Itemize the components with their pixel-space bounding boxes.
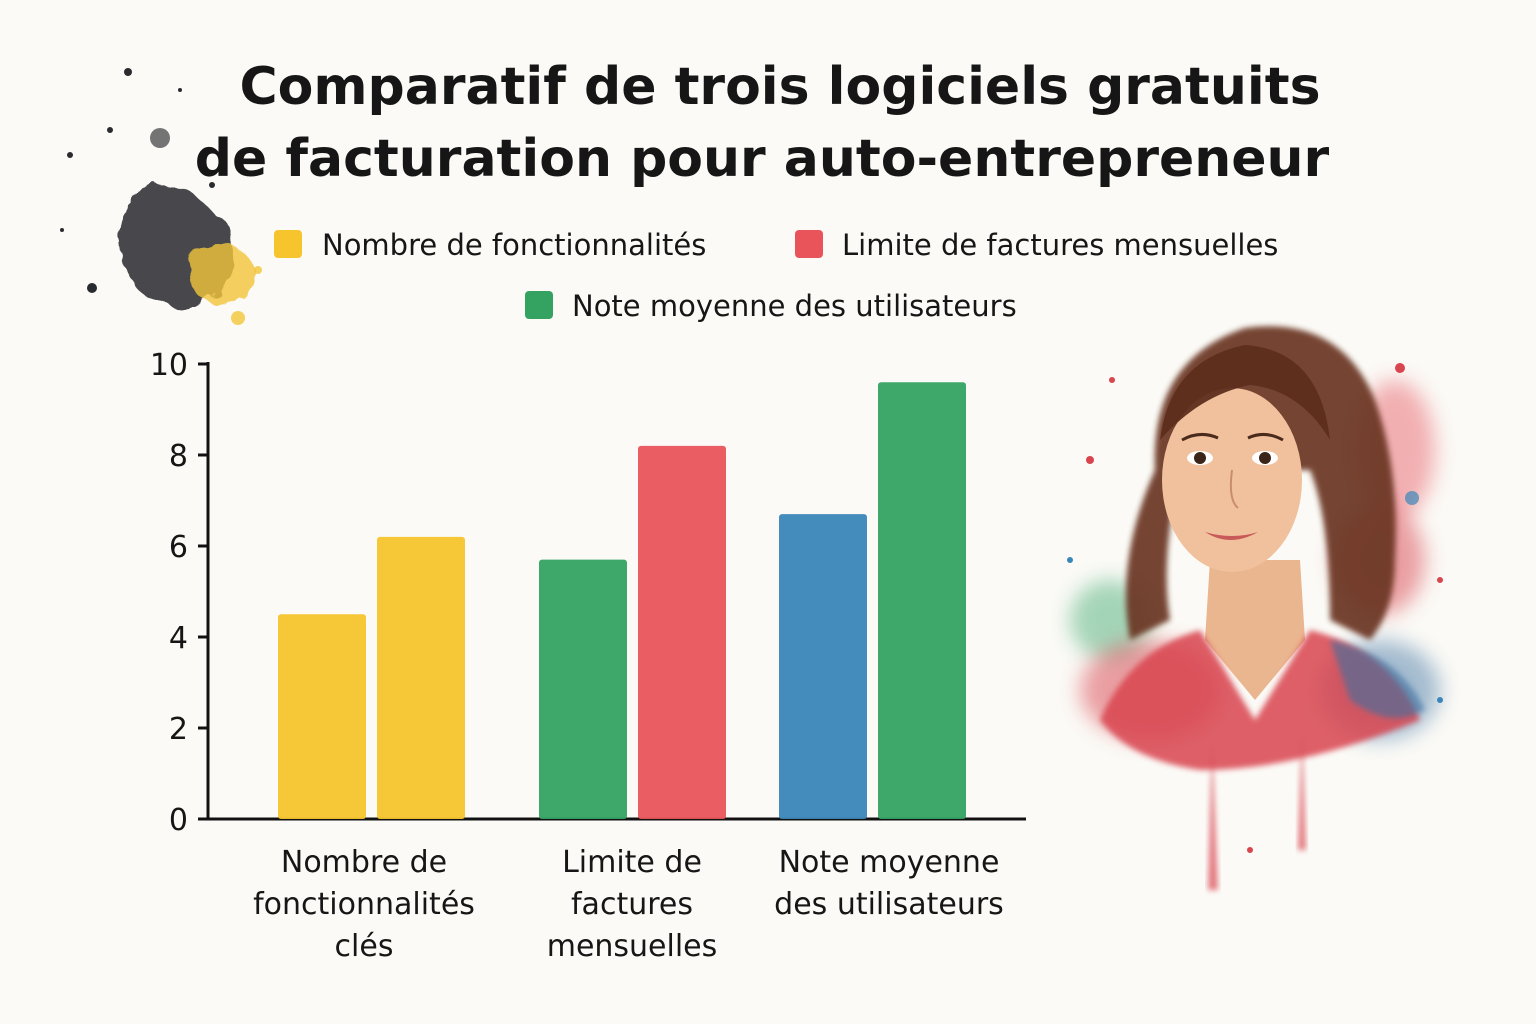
category-label-1-line-2: fonctionnalités bbox=[253, 887, 475, 922]
y-tick-label: 2 bbox=[169, 712, 188, 747]
bar-group-2-bar-2 bbox=[638, 445, 726, 819]
legend-label-features: Nombre de fonctionnalités bbox=[322, 228, 706, 262]
category-label-1-line-1: Nombre de bbox=[281, 845, 447, 880]
legend: Nombre de fonctionnalités Limite de fact… bbox=[274, 228, 1278, 323]
bar-group-1-bar-2 bbox=[377, 536, 465, 819]
y-tick-label: 8 bbox=[169, 439, 188, 474]
bar-group-1-bar-1 bbox=[278, 614, 366, 819]
ink-splatter-decoration bbox=[60, 68, 262, 325]
category-label-2-line-1: Limite de bbox=[562, 845, 702, 880]
category-labels: Nombre de fonctionnalités clés Limite de fac… bbox=[253, 845, 1004, 964]
bar-group-3-bar-1 bbox=[779, 514, 867, 819]
y-tick-label: 6 bbox=[169, 530, 188, 565]
category-label-2-line-2: factures bbox=[571, 887, 693, 922]
portrait-neck bbox=[1205, 560, 1305, 700]
y-tick-label: 10 bbox=[150, 348, 188, 383]
category-label-1-line-3: clés bbox=[335, 929, 394, 964]
category-label-2-line-3: mensuelles bbox=[547, 929, 718, 964]
y-tick-label: 4 bbox=[169, 621, 188, 656]
y-tick-label: 0 bbox=[169, 803, 188, 838]
legend-swatch-green bbox=[525, 291, 553, 319]
bar-group-3-bar-2 bbox=[878, 382, 966, 819]
chart-title-line-2: de facturation pour auto-entrepreneur bbox=[195, 129, 1330, 189]
legend-swatch-red bbox=[795, 230, 823, 258]
legend-label-rating: Note moyenne des utilisateurs bbox=[572, 289, 1017, 323]
bars bbox=[278, 382, 966, 819]
chart-title-line-1: Comparatif de trois logiciels gratuits bbox=[239, 57, 1320, 117]
bar-group-2-bar-1 bbox=[539, 559, 627, 819]
legend-label-invoice-limit: Limite de factures mensuelles bbox=[842, 228, 1278, 262]
y-ticks: 0 2 4 6 8 10 bbox=[150, 348, 208, 838]
legend-swatch-yellow bbox=[274, 230, 302, 258]
category-label-3-line-2: des utilisateurs bbox=[774, 887, 1004, 922]
category-label-3-line-1: Note moyenne bbox=[779, 845, 1000, 880]
portrait-illustration bbox=[1067, 326, 1443, 890]
